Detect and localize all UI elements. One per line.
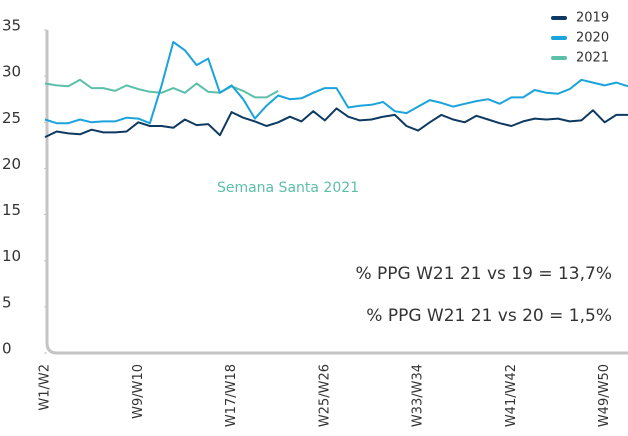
- legend-label: 2021: [576, 51, 609, 66]
- y-tick-label: 30: [2, 63, 21, 81]
- series-line: [44, 41, 628, 125]
- y-tick-label: 5: [2, 293, 12, 311]
- x-tick-label: W9/W10: [131, 364, 146, 419]
- x-tick-label: W25/W26: [317, 364, 332, 427]
- x-tick-label: W49/W50: [597, 364, 612, 427]
- series-line: [44, 78, 279, 99]
- y-tick-label: 10: [2, 247, 21, 265]
- x-tick-label: W33/W34: [411, 364, 426, 427]
- series-line: [44, 107, 628, 139]
- y-tick-label: 25: [2, 109, 21, 127]
- x-tick-label: W41/W42: [504, 364, 519, 427]
- legend-label: 2020: [576, 31, 609, 46]
- y-tick-label: 15: [2, 201, 21, 219]
- y-tick-label: 20: [2, 155, 21, 173]
- annotation: % PPG W21 21 vs 20 = 1,5%: [366, 306, 612, 326]
- annotation: % PPG W21 21 vs 19 = 13,7%: [355, 264, 612, 284]
- x-tick-label: W17/W18: [224, 364, 239, 427]
- y-tick-label: 35: [2, 17, 21, 35]
- axes: [45, 30, 628, 355]
- legend-label: 2019: [576, 11, 609, 26]
- y-tick-label: 0: [2, 340, 12, 358]
- x-tick-label: W1/W2: [38, 364, 53, 411]
- annotation: Semana Santa 2021: [217, 180, 359, 196]
